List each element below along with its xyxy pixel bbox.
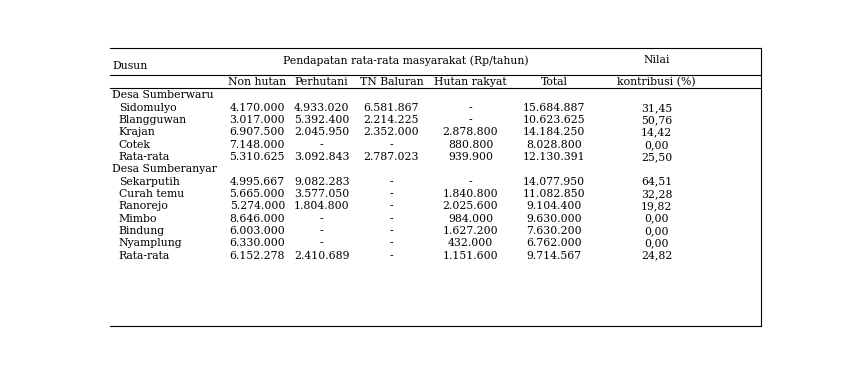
Text: 432.000: 432.000 (448, 238, 493, 248)
Text: 25,50: 25,50 (641, 152, 672, 162)
Text: Blangguwan: Blangguwan (119, 115, 187, 125)
Text: 6.762.000: 6.762.000 (526, 238, 582, 248)
Text: Cotek: Cotek (119, 140, 150, 150)
Text: 6.581.867: 6.581.867 (364, 103, 419, 113)
Text: 0,00: 0,00 (644, 140, 669, 150)
Text: 2.878.800: 2.878.800 (443, 128, 498, 137)
Text: 939.900: 939.900 (448, 152, 493, 162)
Text: -: - (320, 140, 324, 150)
Text: 1.804.800: 1.804.800 (294, 201, 349, 211)
Text: -: - (320, 226, 324, 236)
Text: 19,82: 19,82 (641, 201, 672, 211)
Text: -: - (389, 189, 394, 199)
Text: -: - (389, 226, 394, 236)
Text: Pendapatan rata-rata masyarakat (Rp/tahun): Pendapatan rata-rata masyarakat (Rp/tahu… (283, 55, 529, 66)
Text: Ranorejo: Ranorejo (119, 201, 168, 211)
Text: -: - (389, 140, 394, 150)
Text: kontribusi (%): kontribusi (%) (617, 77, 696, 87)
Text: 8.646.000: 8.646.000 (230, 214, 286, 224)
Text: 2.214.225: 2.214.225 (364, 115, 419, 125)
Text: -: - (389, 177, 394, 187)
Text: 14.184.250: 14.184.250 (523, 128, 586, 137)
Text: TN Baluran: TN Baluran (360, 77, 423, 87)
Text: -: - (320, 214, 324, 224)
Text: -: - (468, 103, 473, 113)
Text: 1.840.800: 1.840.800 (443, 189, 498, 199)
Text: Mimbo: Mimbo (119, 214, 157, 224)
Text: 2.025.600: 2.025.600 (443, 201, 498, 211)
Text: Sekarputih: Sekarputih (119, 177, 179, 187)
Text: Dusun: Dusun (112, 61, 148, 71)
Text: Hutan rakyat: Hutan rakyat (434, 77, 507, 87)
Text: 32,28: 32,28 (641, 189, 672, 199)
Text: 24,82: 24,82 (641, 251, 672, 261)
Text: Perhutani: Perhutani (295, 77, 348, 87)
Text: 3.092.843: 3.092.843 (294, 152, 349, 162)
Text: 6.330.000: 6.330.000 (230, 238, 286, 248)
Text: 14,42: 14,42 (641, 128, 672, 137)
Text: 2.410.689: 2.410.689 (294, 251, 349, 261)
Text: 0,00: 0,00 (644, 214, 669, 224)
Text: 1.627.200: 1.627.200 (443, 226, 498, 236)
Text: 6.152.278: 6.152.278 (230, 251, 285, 261)
Text: 9.630.000: 9.630.000 (526, 214, 582, 224)
Text: Rata-rata: Rata-rata (119, 152, 170, 162)
Text: -: - (389, 201, 394, 211)
Text: 0,00: 0,00 (644, 238, 669, 248)
Text: 64,51: 64,51 (641, 177, 672, 187)
Text: Total: Total (541, 77, 568, 87)
Text: Rata-rata: Rata-rata (119, 251, 170, 261)
Text: Nyamplung: Nyamplung (119, 238, 182, 248)
Text: 4.170.000: 4.170.000 (230, 103, 285, 113)
Text: 9.104.400: 9.104.400 (526, 201, 582, 211)
Text: 14.077.950: 14.077.950 (523, 177, 586, 187)
Text: 12.130.391: 12.130.391 (523, 152, 586, 162)
Text: Bindung: Bindung (119, 226, 165, 236)
Text: 984.000: 984.000 (448, 214, 493, 224)
Text: 15.684.887: 15.684.887 (523, 103, 586, 113)
Text: -: - (320, 238, 324, 248)
Text: 1.151.600: 1.151.600 (443, 251, 498, 261)
Text: 4.995.667: 4.995.667 (230, 177, 285, 187)
Text: Curah temu: Curah temu (119, 189, 184, 199)
Text: 50,76: 50,76 (641, 115, 672, 125)
Text: Nilai: Nilai (643, 55, 670, 65)
Text: 6.907.500: 6.907.500 (230, 128, 285, 137)
Text: 5.665.000: 5.665.000 (230, 189, 285, 199)
Text: 4.933.020: 4.933.020 (294, 103, 349, 113)
Text: 5.274.000: 5.274.000 (230, 201, 285, 211)
Text: Desa Sumberanyar: Desa Sumberanyar (112, 164, 218, 174)
Text: 3.017.000: 3.017.000 (230, 115, 286, 125)
Text: 10.623.625: 10.623.625 (523, 115, 586, 125)
Text: -: - (468, 177, 473, 187)
Text: 2.787.023: 2.787.023 (364, 152, 419, 162)
Text: 7.630.200: 7.630.200 (526, 226, 582, 236)
Text: 0,00: 0,00 (644, 226, 669, 236)
Text: Desa Sumberwaru: Desa Sumberwaru (112, 90, 214, 100)
Text: 5.310.625: 5.310.625 (230, 152, 285, 162)
Text: 6.003.000: 6.003.000 (230, 226, 286, 236)
Text: 2.045.950: 2.045.950 (294, 128, 349, 137)
Text: 3.577.050: 3.577.050 (294, 189, 349, 199)
Text: -: - (389, 214, 394, 224)
Text: -: - (468, 115, 473, 125)
Text: 9.714.567: 9.714.567 (527, 251, 581, 261)
Text: -: - (389, 238, 394, 248)
Text: 11.082.850: 11.082.850 (523, 189, 586, 199)
Text: 31,45: 31,45 (641, 103, 672, 113)
Text: Krajan: Krajan (119, 128, 156, 137)
Text: 2.352.000: 2.352.000 (364, 128, 419, 137)
Text: Non hutan: Non hutan (229, 77, 286, 87)
Text: 5.392.400: 5.392.400 (294, 115, 349, 125)
Text: 8.028.800: 8.028.800 (526, 140, 582, 150)
Text: 9.082.283: 9.082.283 (294, 177, 349, 187)
Text: 7.148.000: 7.148.000 (230, 140, 285, 150)
Text: -: - (389, 251, 394, 261)
Text: 880.800: 880.800 (448, 140, 493, 150)
Text: Sidomulyo: Sidomulyo (119, 103, 176, 113)
